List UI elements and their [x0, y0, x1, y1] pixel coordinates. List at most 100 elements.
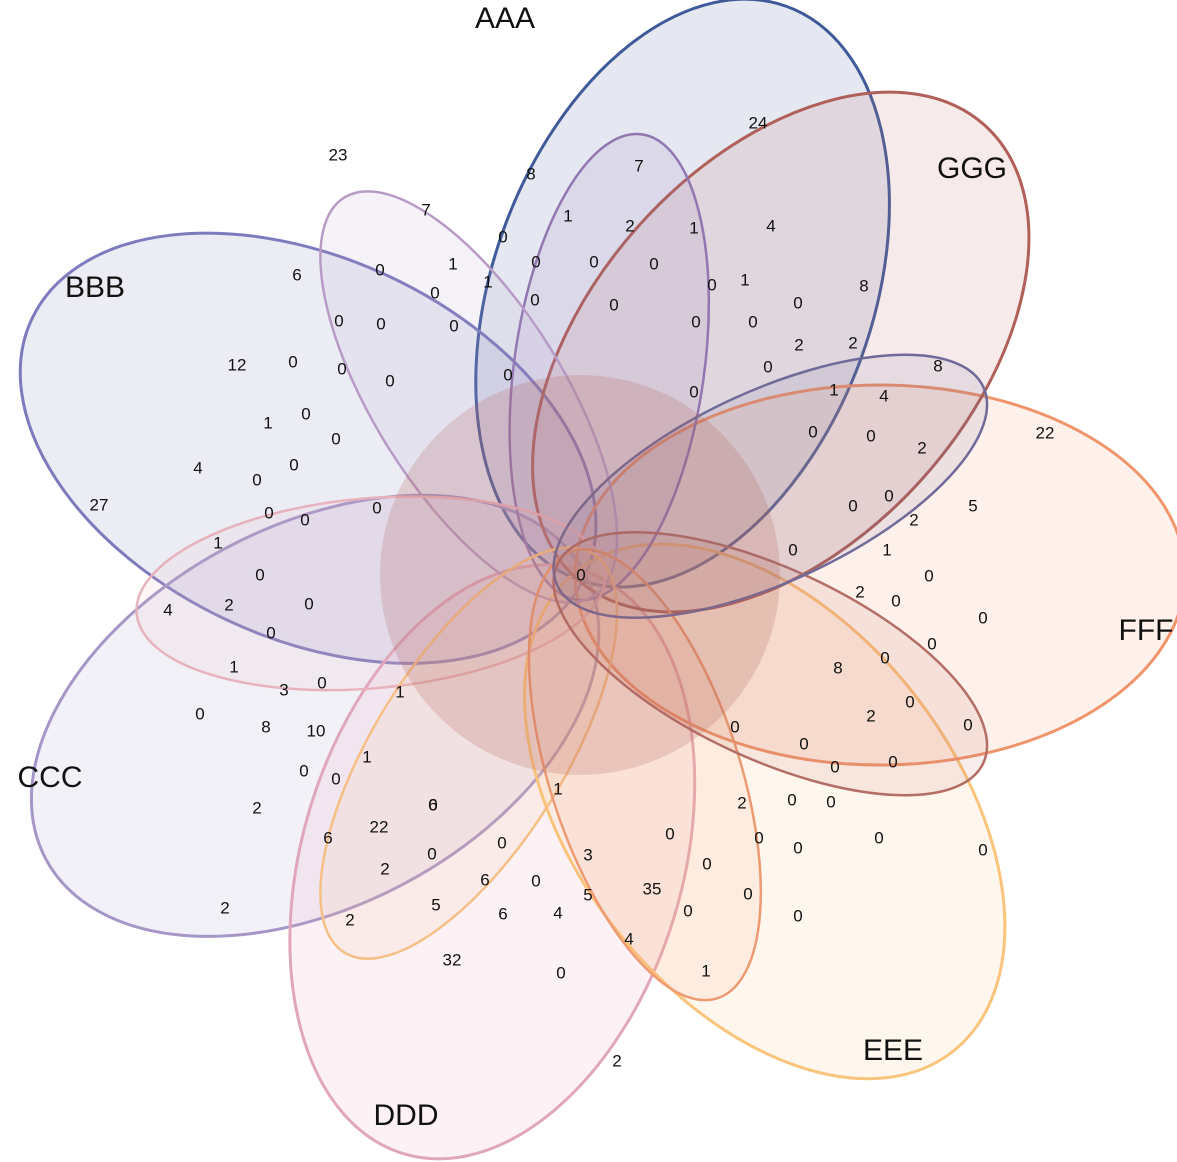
region-count: 0 — [264, 504, 273, 523]
region-count: 8 — [859, 277, 868, 296]
region-count: 5 — [431, 896, 440, 915]
region-count: 7 — [634, 157, 643, 176]
region-count: 0 — [531, 253, 540, 272]
region-count: 1 — [362, 748, 371, 767]
region-count: 32 — [443, 951, 462, 970]
region-count: 0 — [497, 834, 506, 853]
region-count: 0 — [372, 499, 381, 518]
region-count: 6 — [292, 266, 301, 285]
region-count: 24 — [749, 114, 768, 133]
region-count: 0 — [498, 228, 507, 247]
region-count: 2 — [794, 336, 803, 355]
region-count: 1 — [882, 541, 891, 560]
region-count: 0 — [665, 825, 674, 844]
region-count: 0 — [288, 353, 297, 372]
region-count: 4 — [624, 930, 633, 949]
region-count: 0 — [304, 595, 313, 614]
set-label-ccc: CCC — [18, 761, 83, 794]
region-count: 0 — [428, 796, 437, 815]
region-count: 0 — [884, 487, 893, 506]
region-count: 0 — [255, 566, 264, 585]
inner-lobe — [508, 132, 711, 602]
region-count: 0 — [427, 845, 436, 864]
region-count: 1 — [701, 962, 710, 981]
region-count: 2 — [252, 799, 261, 818]
region-count: 0 — [874, 829, 883, 848]
region-count: 2 — [625, 217, 634, 236]
region-count: 2 — [917, 439, 926, 458]
region-count: 0 — [334, 312, 343, 331]
region-count: 0 — [609, 296, 618, 315]
region-count: 0 — [576, 566, 585, 585]
region-count: 0 — [793, 907, 802, 926]
region-count: 0 — [317, 674, 326, 693]
region-count: 2 — [909, 511, 918, 530]
region-count: 0 — [793, 839, 802, 858]
region-count: 2 — [855, 583, 864, 602]
set-petal-eee — [523, 542, 1007, 1081]
region-count: 0 — [556, 964, 565, 983]
set-label-bbb: BBB — [65, 271, 125, 304]
region-count: 2 — [612, 1052, 621, 1071]
region-count: 0 — [730, 718, 739, 737]
region-count: 0 — [689, 383, 698, 402]
region-count: 0 — [195, 705, 204, 724]
region-count: 0 — [331, 430, 340, 449]
region-count: 27 — [90, 496, 109, 515]
region-count: 0 — [503, 366, 512, 385]
region-count: 0 — [266, 624, 275, 643]
region-count: 0 — [691, 313, 700, 332]
region-count: 2 — [848, 334, 857, 353]
region-count: 1 — [740, 271, 749, 290]
region-count: 1 — [563, 207, 572, 226]
region-count: 6 — [498, 905, 507, 924]
region-count: 1 — [553, 780, 562, 799]
region-count: 0 — [337, 360, 346, 379]
region-count: 8 — [933, 357, 942, 376]
set-petal-fff — [573, 383, 1177, 767]
region-count: 0 — [589, 253, 598, 272]
region-count: 23 — [329, 146, 348, 165]
region-count: 4 — [879, 387, 888, 406]
region-count: 0 — [649, 255, 658, 274]
region-count: 0 — [826, 793, 835, 812]
region-count: 6 — [480, 871, 489, 890]
region-count: 0 — [449, 317, 458, 336]
region-count: 0 — [788, 541, 797, 560]
set-label-eee: EEE — [863, 1034, 923, 1067]
region-count: 1 — [829, 381, 838, 400]
region-count: 3 — [583, 846, 592, 865]
region-count: 3 — [279, 681, 288, 700]
region-count: 1 — [483, 273, 492, 292]
inner-lobe — [135, 495, 607, 692]
region-count: 0 — [830, 758, 839, 777]
region-count: 2 — [737, 794, 746, 813]
region-count: 2 — [866, 707, 875, 726]
region-count: 4 — [553, 904, 562, 923]
region-count: 0 — [763, 358, 772, 377]
set-petal-bbb — [18, 231, 598, 665]
region-count: 0 — [289, 456, 298, 475]
set-label-fff: FFF — [1119, 614, 1174, 647]
region-count: 5 — [583, 886, 592, 905]
region-count: 0 — [978, 609, 987, 628]
region-count: 0 — [683, 902, 692, 921]
inner-lobe — [527, 548, 763, 1002]
region-count: 6 — [428, 796, 437, 815]
region-count: 0 — [531, 872, 540, 891]
region-count: 1 — [229, 658, 238, 677]
region-count: 1 — [395, 683, 404, 702]
region-count: 0 — [927, 635, 936, 654]
region-count: 0 — [375, 261, 384, 280]
region-count: 4 — [163, 601, 172, 620]
region-count: 12 — [228, 356, 247, 375]
inner-lobe — [552, 353, 989, 619]
region-count: 8 — [526, 165, 535, 184]
core-region — [380, 375, 780, 775]
inner-lobe — [319, 190, 619, 604]
region-count: 0 — [905, 693, 914, 712]
region-count: 0 — [301, 405, 310, 424]
region-count: 7 — [421, 201, 430, 220]
region-count: 0 — [963, 716, 972, 735]
region-count: 1 — [689, 219, 698, 238]
